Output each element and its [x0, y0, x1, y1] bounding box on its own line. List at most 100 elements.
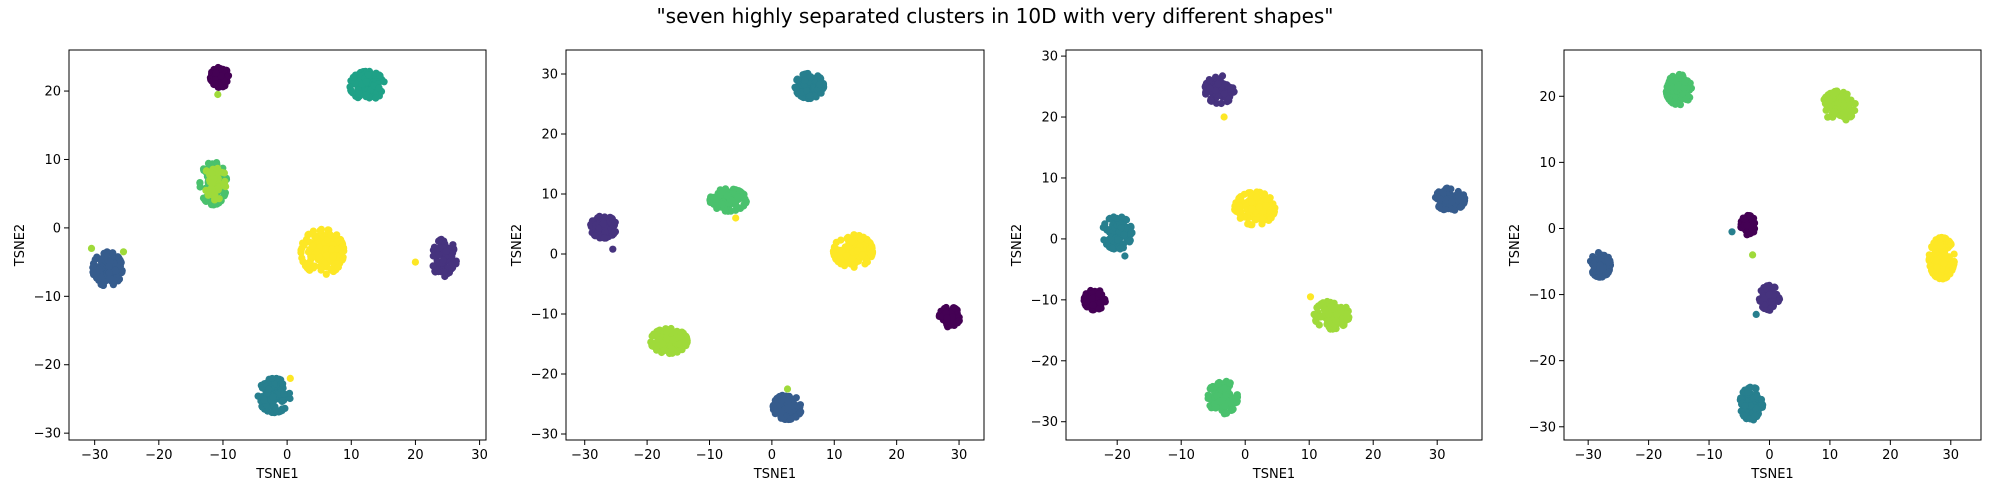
cluster-4 — [791, 69, 828, 103]
data-point — [734, 193, 742, 201]
x-tick-label: 30 — [1429, 448, 1446, 463]
data-point — [268, 374, 276, 383]
data-point — [349, 73, 357, 81]
data-point — [216, 65, 224, 73]
data-point — [1207, 97, 1215, 105]
data-point — [1757, 395, 1766, 404]
data-point — [304, 231, 312, 239]
data-point — [362, 78, 370, 86]
x-tick-label: −20 — [1103, 448, 1130, 463]
data-point — [1207, 383, 1215, 392]
data-point — [1851, 100, 1859, 108]
x-axis-label: TSNE1 — [1252, 467, 1295, 482]
data-point — [334, 263, 342, 271]
data-point — [311, 233, 319, 241]
cluster-7 — [829, 231, 877, 271]
data-point — [212, 69, 220, 77]
outlier-point — [411, 258, 419, 266]
y-tick-label: −10 — [1529, 288, 1556, 303]
data-point — [733, 203, 742, 211]
data-point — [801, 76, 809, 85]
data-point — [272, 405, 280, 413]
cluster-5 — [1662, 70, 1695, 109]
cluster-5 — [346, 67, 388, 102]
data-point — [591, 232, 599, 240]
outlier-point — [1752, 310, 1760, 318]
data-point — [868, 242, 876, 250]
data-point — [211, 80, 219, 88]
plot-frame — [1065, 49, 1483, 441]
x-tick-label: 0 — [768, 448, 776, 463]
cluster-3 — [89, 248, 126, 289]
data-point — [1248, 198, 1256, 206]
x-tick-label: 10 — [826, 448, 843, 463]
plot-frame — [1563, 49, 1982, 441]
plot-frame — [565, 49, 985, 441]
data-point — [834, 258, 842, 266]
scatter-points — [587, 69, 963, 424]
data-point — [265, 385, 273, 393]
data-point — [333, 245, 341, 253]
data-point — [1770, 283, 1779, 291]
data-point — [796, 408, 805, 416]
data-point — [99, 281, 107, 289]
y-tick-label: 30 — [1041, 50, 1058, 65]
data-point — [300, 241, 308, 249]
y-axis-label: TSNE2 — [1508, 224, 1523, 267]
data-point — [1117, 224, 1125, 232]
data-point — [1101, 220, 1109, 228]
data-point — [1206, 84, 1214, 93]
y-tick-label: 20 — [1539, 90, 1556, 105]
data-point — [1947, 240, 1955, 248]
cluster-2 — [429, 235, 460, 281]
y-tick-label: −30 — [531, 428, 558, 443]
data-point — [815, 80, 824, 89]
data-point — [1455, 193, 1463, 201]
data-point — [1950, 258, 1958, 266]
data-point — [317, 266, 325, 274]
data-point — [1681, 78, 1689, 86]
data-point — [1604, 268, 1612, 276]
data-point — [1337, 307, 1345, 315]
data-point — [683, 335, 691, 343]
data-point — [218, 168, 226, 176]
data-point — [1851, 106, 1859, 115]
y-tick-label: 20 — [1041, 111, 1058, 126]
data-point — [1213, 392, 1221, 400]
data-point — [1100, 236, 1108, 244]
data-point — [1746, 212, 1755, 220]
data-point — [1214, 379, 1222, 387]
data-point — [1765, 291, 1773, 299]
data-point — [279, 380, 287, 388]
outlier-point — [214, 90, 222, 99]
data-point — [863, 236, 871, 244]
data-point — [1665, 78, 1673, 86]
chart-3: −20 −10 0 10 20 30 −30 −20 −10 0 10 20 30 TSNE1 TSNE2 — [1010, 49, 1483, 482]
data-point — [1118, 213, 1126, 221]
data-point — [322, 270, 330, 278]
y-tick-label: −30 — [1529, 420, 1556, 435]
data-point — [1456, 203, 1465, 211]
data-point — [771, 396, 779, 404]
cluster-3 — [769, 391, 805, 424]
data-point — [1096, 299, 1104, 307]
data-point — [1262, 202, 1270, 210]
data-point — [1229, 405, 1237, 413]
data-point — [1933, 263, 1941, 272]
data-point — [1258, 215, 1266, 223]
data-point — [313, 248, 321, 256]
data-point — [1332, 317, 1340, 325]
data-point — [740, 202, 748, 210]
data-point — [802, 87, 811, 95]
x-tick-label: 30 — [471, 448, 488, 463]
data-point — [611, 218, 619, 226]
data-point — [599, 220, 607, 228]
x-tick-label: 0 — [283, 448, 291, 463]
data-point — [339, 255, 347, 263]
data-point — [435, 237, 443, 245]
data-point — [721, 207, 729, 215]
data-point — [713, 204, 721, 212]
data-point — [1220, 90, 1228, 98]
data-point — [1599, 265, 1607, 273]
